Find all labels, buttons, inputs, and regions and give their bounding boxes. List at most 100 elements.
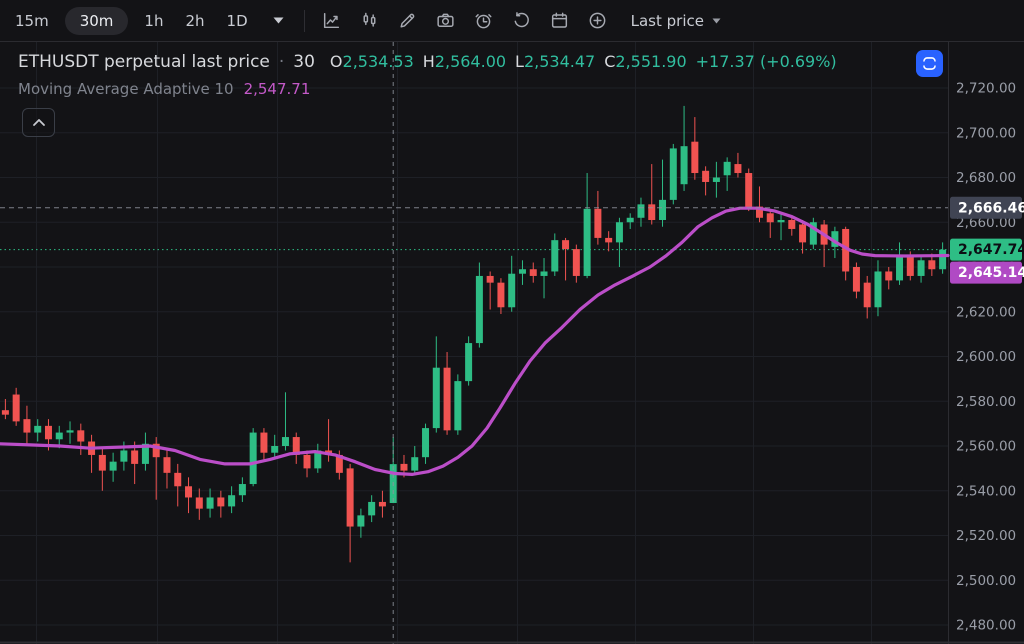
add-button[interactable] (579, 0, 617, 42)
symbol-title: ETHUSDT perpetual last price (18, 52, 270, 72)
candle-body (572, 249, 580, 276)
candle-body (141, 443, 149, 464)
candle-body (34, 425, 42, 433)
chart-canvas[interactable]: 2,480.00 2,500.00 2,520.00 2,540.00 2,560.00… (0, 42, 1024, 644)
candle-body (1, 410, 9, 415)
candle-body (691, 141, 699, 174)
candle-body (626, 217, 634, 223)
alarm-clock-icon (475, 14, 492, 29)
candle-body (712, 177, 720, 182)
indicator-legend[interactable]: Moving Average Adaptive 10 2,547.71 (18, 80, 310, 98)
legend-interval: 30 (293, 52, 315, 72)
candle-body (540, 271, 548, 276)
candle-body (260, 432, 268, 453)
candle-body (518, 269, 526, 274)
crosshair-price-badge (950, 196, 1022, 219)
candle-body (174, 472, 182, 487)
alert-button[interactable] (465, 0, 503, 42)
replay-button[interactable] (503, 0, 541, 42)
crosshair-price-badge-label: 2,666.46 (958, 200, 1024, 216)
candle-body (777, 220, 785, 223)
candle-body (55, 432, 63, 440)
calendar-button[interactable] (541, 0, 579, 42)
replay-icon (514, 12, 530, 28)
candle-body (508, 273, 516, 308)
close-value: C2,551.90 (604, 52, 687, 71)
candle-body (637, 204, 645, 218)
price-tick-label: 2,540.00 (956, 483, 1016, 499)
maximize-icon (922, 57, 937, 70)
candle-body (271, 446, 279, 453)
candle-body (734, 164, 742, 174)
candle-body (659, 199, 667, 221)
ma-price-badge-label: 2,645.14 (958, 265, 1024, 281)
candle-body (852, 267, 860, 292)
high-value: H2,564.00 (422, 52, 507, 71)
draw-button[interactable] (389, 0, 427, 42)
snapshot-button[interactable] (427, 0, 465, 42)
last-price-badge-label: 2,647.74 (958, 242, 1024, 258)
candle-body (357, 515, 365, 527)
candle-body (281, 437, 289, 446)
candle-body (583, 208, 591, 276)
chart-pane: 2,480.00 2,500.00 2,520.00 2,540.00 2,560.00… (0, 42, 1024, 644)
maximize-pane-button[interactable] (916, 50, 943, 77)
candle-body (303, 454, 311, 469)
candle-body (292, 437, 300, 455)
candle-body (831, 231, 839, 247)
price-tick-label: 2,480.00 (956, 618, 1016, 634)
price-tick-label: 2,600.00 (956, 349, 1016, 365)
price-tick-label: 2,520.00 (956, 528, 1016, 544)
low-value: L2,534.47 (515, 52, 596, 71)
candle-body (152, 443, 160, 458)
candle-body (497, 282, 505, 308)
toolbar-divider (303, 9, 305, 32)
candle-style-button[interactable] (351, 0, 389, 42)
candle-body (98, 454, 106, 471)
candle-body (928, 260, 936, 270)
timeframe-1d[interactable]: 1D (226, 11, 248, 30)
candle-body (217, 497, 225, 507)
line-chart-icon (324, 12, 340, 29)
chart-type-button[interactable] (313, 0, 351, 42)
candle-body (475, 275, 483, 344)
price-tick-label: 2,500.00 (956, 573, 1016, 589)
price-mode-dropdown[interactable]: Last price (631, 12, 721, 30)
candle-body (346, 468, 354, 527)
calendar-icon (552, 12, 568, 28)
timeframe-dropdown-button[interactable] (273, 17, 284, 24)
candle-body (562, 240, 570, 250)
candle-body (249, 432, 257, 485)
candle-body (411, 457, 419, 471)
chevron-down-icon (273, 17, 284, 24)
candle-body (680, 146, 688, 185)
open-value: O2,534.53 (329, 52, 414, 71)
timeframe-15m[interactable]: 15m (15, 11, 49, 30)
candle-body (799, 224, 807, 243)
collapse-legend-button[interactable] (22, 108, 55, 137)
candle-body (809, 222, 817, 245)
candle-body (669, 148, 677, 200)
pencil-icon (400, 13, 415, 28)
candle-body (486, 275, 494, 283)
chevron-up-icon (32, 119, 45, 126)
candles (1, 105, 947, 563)
timeframe-1h[interactable]: 1h (144, 11, 164, 30)
plus-circle-icon (589, 12, 606, 29)
candle-body (378, 501, 386, 507)
ma-price-badge (950, 261, 1022, 284)
candle-body (745, 173, 753, 209)
timeframe-30m[interactable]: 30m (64, 6, 129, 35)
candle-body (939, 249, 947, 270)
timeframe-2h[interactable]: 2h (185, 11, 205, 30)
indicator-name: Moving Average Adaptive 10 (18, 80, 234, 98)
candle-body (896, 255, 904, 281)
candle-body (109, 461, 117, 471)
candle-body (432, 367, 440, 429)
candle-body (863, 282, 871, 308)
last-price-badge (950, 238, 1022, 261)
symbol-legend[interactable]: ETHUSDT perpetual last price · 30 O2,534… (18, 52, 837, 72)
toolbar: 15m 30m 1h 2h 1D (0, 0, 1024, 42)
candle-body (368, 501, 376, 516)
